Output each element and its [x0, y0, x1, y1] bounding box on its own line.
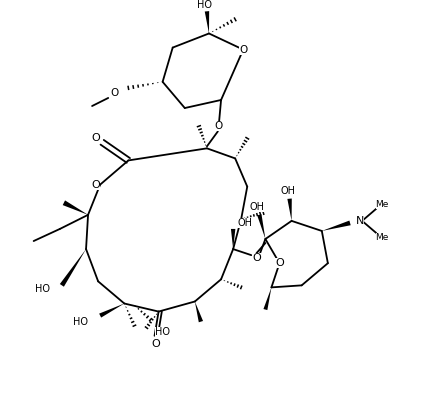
Text: HO: HO — [73, 316, 88, 327]
Polygon shape — [231, 229, 236, 249]
Text: O: O — [239, 45, 248, 55]
Polygon shape — [195, 302, 203, 322]
Text: Me: Me — [376, 233, 389, 242]
Text: HO: HO — [197, 0, 213, 10]
Polygon shape — [288, 199, 292, 221]
Text: HO: HO — [155, 327, 170, 337]
Text: O: O — [252, 253, 261, 263]
Polygon shape — [257, 214, 265, 239]
Polygon shape — [60, 249, 86, 287]
Text: Me: Me — [376, 200, 389, 209]
Text: O: O — [275, 258, 284, 268]
Text: OH: OH — [249, 202, 264, 212]
Text: O: O — [110, 88, 118, 98]
Text: OH: OH — [237, 218, 252, 228]
Polygon shape — [263, 287, 271, 310]
Text: O: O — [92, 180, 101, 189]
Text: O: O — [92, 133, 101, 143]
Text: HO: HO — [35, 284, 50, 294]
Text: OH: OH — [280, 186, 295, 196]
Text: O: O — [151, 339, 160, 349]
Text: O: O — [214, 121, 222, 131]
Polygon shape — [99, 303, 124, 318]
Polygon shape — [63, 201, 88, 215]
Polygon shape — [205, 11, 209, 33]
Polygon shape — [322, 221, 351, 231]
Text: N: N — [356, 216, 365, 226]
